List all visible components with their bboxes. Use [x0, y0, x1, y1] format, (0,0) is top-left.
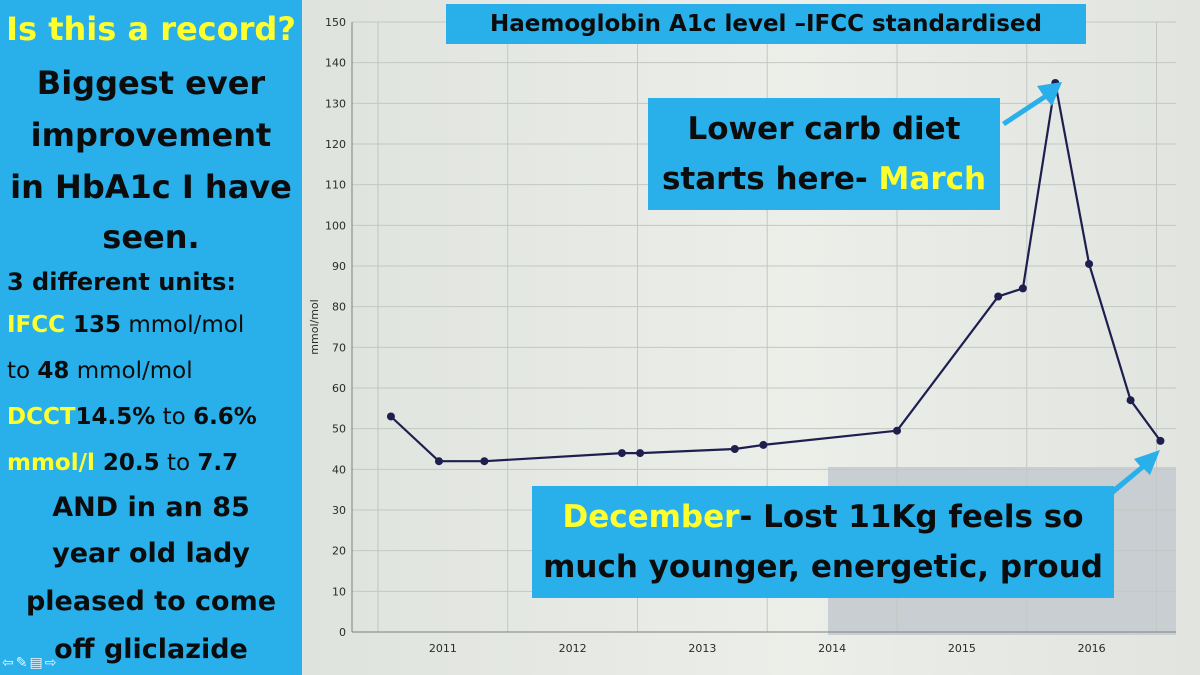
data-point: [1051, 79, 1060, 87]
data-point: [1156, 436, 1165, 445]
closing-line: AND in an 85: [52, 492, 250, 523]
diet-callout-month: March: [878, 161, 987, 197]
data-point: [759, 440, 768, 449]
y-tick-label: 130: [325, 97, 346, 110]
headline-line: in HbA1c I have: [10, 168, 292, 206]
y-tick-label: 110: [325, 179, 346, 192]
ifcc-to-value: 48: [37, 358, 70, 384]
december-callout-rest: - Lost 11Kg feels so: [739, 499, 1084, 535]
y-tick-label: 100: [325, 219, 346, 232]
left-info-panel: Is this a record? Biggest ever improveme…: [0, 0, 302, 675]
mmol-l-to-value: 7.7: [197, 450, 239, 476]
dcct-label: DCCT: [7, 404, 76, 430]
data-point: [893, 426, 902, 435]
diet-callout-line2: starts here- March: [648, 154, 1000, 204]
x-tick-label: 2012: [559, 642, 587, 655]
data-point: [617, 449, 626, 458]
slide-nav-toolbar: ⇦ ✎ ▤ ⇨: [2, 655, 58, 673]
december-callout-line1: December- Lost 11Kg feels so: [532, 492, 1114, 542]
dcct-from-value: 14.5%: [75, 404, 156, 430]
data-point: [434, 457, 443, 466]
data-point: [994, 292, 1003, 301]
chart-title: Haemoglobin A1c level –IFCC standardised: [446, 4, 1086, 44]
series-line: [390, 82, 1162, 463]
dcct-to-value: 6.6%: [193, 404, 257, 430]
y-tick-label: 60: [332, 382, 346, 395]
y-tick-label: 150: [325, 16, 346, 29]
dcct-to-word: to: [155, 404, 194, 430]
x-tick-label: 2013: [688, 642, 716, 655]
y-tick-label: 30: [332, 504, 346, 517]
y-tick-label: 80: [332, 301, 346, 314]
mmol-l-to-word: to: [159, 450, 198, 476]
headline-line: improvement: [30, 116, 272, 154]
y-tick-label: 10: [332, 585, 346, 598]
headline-line: Biggest ever: [36, 64, 266, 102]
y-axis-label: mmol/mol: [308, 299, 321, 354]
y-tick-label: 0: [339, 626, 346, 639]
x-tick-label: 2015: [948, 642, 976, 655]
ifcc-to-unit: mmol/mol: [69, 358, 193, 384]
closing-line: pleased to come: [25, 586, 277, 617]
y-tick-label: 40: [332, 463, 346, 476]
y-tick-label: 90: [332, 260, 346, 273]
data-point: [1126, 396, 1135, 405]
ifcc-line: IFCC 135 mmol/mol: [7, 312, 244, 338]
diet-callout: Lower carb diet starts here- March: [648, 98, 1000, 210]
forward-arrow-icon[interactable]: ⇨: [44, 655, 57, 671]
pen-icon[interactable]: ✎: [15, 655, 28, 671]
dcct-line: DCCT14.5% to 6.6%: [7, 404, 257, 430]
closing-line: off gliclazide: [54, 634, 248, 665]
x-tick-label: 2014: [818, 642, 846, 655]
y-tick-label: 120: [325, 138, 346, 151]
december-callout-line2: much younger, energetic, proud: [543, 549, 1103, 585]
data-point: [636, 449, 645, 458]
y-tick-label: 140: [325, 57, 346, 70]
data-point: [730, 445, 739, 453]
headline-line: seen.: [102, 218, 200, 256]
mmol-l-label: mmol/l: [7, 450, 95, 476]
ifcc-label: IFCC: [7, 312, 66, 338]
y-tick-label: 50: [332, 423, 346, 436]
menu-icon[interactable]: ▤: [29, 655, 43, 671]
data-point: [480, 457, 489, 466]
diet-callout-line1: Lower carb diet: [687, 111, 961, 147]
units-heading: 3 different units:: [7, 268, 236, 296]
y-tick-label: 70: [332, 341, 346, 354]
x-tick-label: 2011: [429, 642, 457, 655]
ifcc-to-line: to 48 mmol/mol: [7, 358, 193, 384]
record-question: Is this a record?: [6, 10, 296, 48]
closing-line: year old lady: [52, 538, 250, 569]
mmol-l-line: mmol/l 20.5 to 7.7: [7, 450, 238, 476]
ifcc-from-value: 135: [73, 312, 122, 338]
december-callout-month: December: [562, 499, 740, 535]
december-callout: December- Lost 11Kg feels so much younge…: [532, 486, 1114, 598]
y-tick-label: 20: [332, 545, 346, 558]
x-tick-label: 2016: [1078, 642, 1106, 655]
mmol-l-from-value: 20.5: [94, 450, 160, 476]
data-point: [386, 412, 395, 421]
diet-callout-prefix: starts here-: [661, 161, 879, 197]
data-point: [1085, 259, 1094, 268]
ifcc-from-unit: mmol/mol: [121, 312, 245, 338]
ifcc-to-word: to: [7, 358, 38, 384]
data-point: [1018, 284, 1027, 293]
back-arrow-icon[interactable]: ⇦: [2, 655, 14, 671]
